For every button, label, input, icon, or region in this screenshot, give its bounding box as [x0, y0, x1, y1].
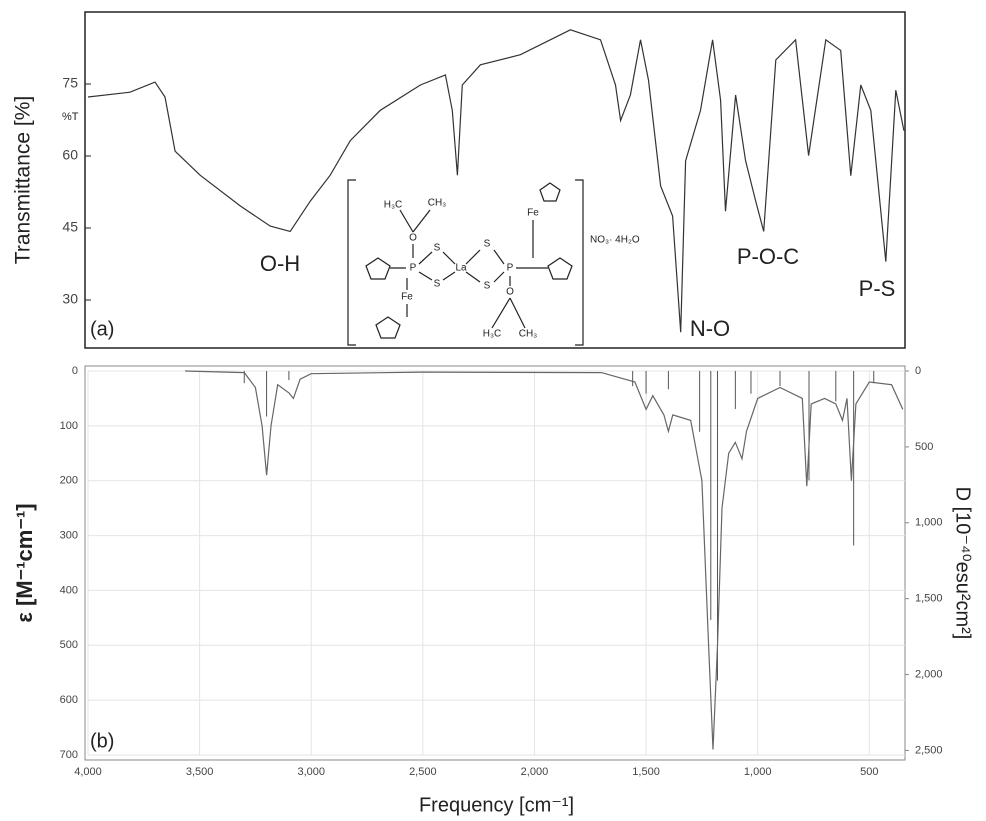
ring	[539, 182, 561, 202]
y-axis-label: Transmittance [%]	[12, 96, 35, 264]
y-unit-label: %T	[62, 111, 79, 123]
structure-label: H₃C	[384, 200, 403, 211]
structure-label: S	[484, 239, 491, 250]
structure-label: P	[410, 263, 417, 274]
x-tick-label: 2,500	[409, 766, 437, 778]
y-tick-label: 200	[60, 475, 78, 487]
y-tick-label: 400	[60, 584, 78, 596]
y-tick-label: 45	[62, 219, 78, 235]
panel-label: (b)	[90, 730, 114, 752]
y2-axis-label: D [10⁻⁴⁰esu²cm²]	[952, 487, 974, 640]
y-tick-label: 500	[60, 639, 78, 651]
x-tick-label: 3,500	[186, 766, 214, 778]
peak-annotation: N-O	[690, 316, 730, 341]
y2-tick-label: 0	[915, 365, 921, 377]
y-axis-label: ε [M⁻¹cm⁻¹]	[12, 503, 37, 622]
x-tick-label: 500	[860, 766, 878, 778]
structure-label: La	[455, 263, 467, 274]
spectrum	[87, 29, 905, 333]
structure-label: S	[434, 243, 441, 254]
peak-annotation: P-O-C	[737, 244, 799, 269]
structure-label: Fe	[401, 292, 413, 303]
peak-annotation: P-S	[859, 276, 896, 301]
y-tick-label: 0	[72, 365, 78, 377]
peak-annotation: O-H	[260, 251, 300, 276]
structure-label: Fe	[527, 208, 539, 219]
x-tick-label: 2,000	[521, 766, 549, 778]
panel-label: (a)	[90, 318, 114, 340]
ring	[547, 257, 573, 280]
y-tick-label: 300	[60, 529, 78, 541]
y-tick-label: 600	[60, 694, 78, 706]
x-tick-label: 4,000	[74, 766, 102, 778]
structure-label: O	[409, 233, 417, 244]
structure-label: S	[434, 279, 441, 290]
structure-label: S	[484, 281, 491, 292]
y2-tick-label: 500	[915, 441, 933, 453]
y2-tick-label: 2,500	[915, 744, 943, 756]
spectrum	[185, 370, 904, 750]
x-tick-label: 3,000	[297, 766, 325, 778]
structure-label: CH₃	[428, 198, 447, 209]
y-tick-label: 100	[60, 420, 78, 432]
structure-label: NO₃· 4H₂O	[590, 235, 640, 246]
x-tick-label: 1,500	[632, 766, 660, 778]
plot-frame	[84, 11, 906, 349]
y-tick-label: 75	[62, 75, 78, 91]
structure	[347, 179, 584, 346]
structure-label: H₃C	[483, 329, 502, 340]
y2-tick-label: 1,500	[915, 593, 943, 605]
bracket	[575, 179, 584, 346]
y-tick-label: 30	[62, 291, 78, 307]
structure-label: O	[506, 287, 514, 298]
structure-label: CH₃	[519, 329, 538, 340]
x-axis-label: Frequency [cm⁻¹]	[419, 794, 574, 816]
y2-tick-label: 1,000	[915, 517, 943, 529]
y-tick-label: 60	[62, 147, 78, 163]
ring	[365, 257, 391, 280]
plot-frame	[84, 365, 906, 761]
bracket	[347, 179, 356, 346]
x-tick-label: 1,000	[744, 766, 772, 778]
ring	[375, 316, 401, 339]
bonds	[390, 209, 548, 329]
y-tick-label: 700	[60, 749, 78, 761]
y2-tick-label: 2,000	[915, 668, 943, 680]
structure-label: P	[507, 263, 514, 274]
